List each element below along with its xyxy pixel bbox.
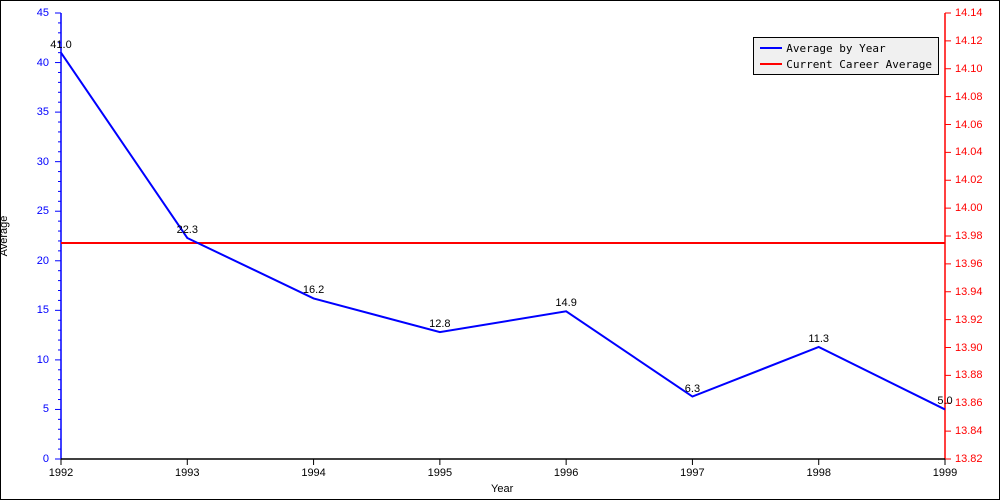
data-point-label: 11.3 [808,333,829,345]
y-right-tick-label: 13.92 [955,314,983,326]
data-point-label: 6.3 [685,383,700,395]
x-tick-label: 1993 [175,467,199,479]
x-tick-label: 1997 [680,467,704,479]
x-tick-label: 1998 [806,467,830,479]
line-chart: 1992 1993 1994 1995 1996 1997 1998 1999 0 5 10 15 2… [0,0,1000,500]
y-right-tick-label: 14.04 [955,146,983,158]
y-left-tick-label: 30 [19,156,49,168]
plot-svg [61,13,945,459]
plot-area [61,13,945,459]
x-axis-title: Year [491,483,513,495]
x-tick-label: 1999 [933,467,957,479]
y-left-tick-label: 40 [19,57,49,69]
y-left-tick-label: 35 [19,106,49,118]
x-tick-label: 1994 [301,467,325,479]
data-point-label: 12.8 [429,318,450,330]
y-right-tick-label: 13.86 [955,397,983,409]
y-axis-title: Average [0,213,10,259]
y-right-tick-label: 13.96 [955,258,983,270]
y-left-tick-label: 5 [19,403,49,415]
y-right-tick-label: 14.10 [955,63,983,75]
legend-item: Average by Year [760,40,932,56]
y-right-tick-label: 13.90 [955,342,983,354]
y-left-tick-label: 25 [19,205,49,217]
x-tick-label: 1996 [554,467,578,479]
y-right-tick-label: 13.82 [955,453,983,465]
y-right-tick-label: 13.88 [955,369,983,381]
y-left-tick-label: 20 [19,255,49,267]
y-right-tick-label: 14.08 [955,91,983,103]
legend-label: Average by Year [786,42,885,55]
x-tick-label: 1992 [49,467,73,479]
legend-label: Current Career Average [786,58,932,71]
legend: Average by Year Current Career Average [753,37,939,75]
legend-item: Current Career Average [760,56,932,72]
x-tick-label: 1995 [428,467,452,479]
y-right-tick-label: 13.94 [955,286,983,298]
y-right-tick-label: 14.12 [955,35,983,47]
y-right-tick-label: 13.98 [955,230,983,242]
legend-swatch [760,63,782,65]
y-right-tick-label: 13.84 [955,425,983,437]
y-left-tick-label: 0 [19,453,49,465]
legend-swatch [760,47,782,49]
data-point-label: 22.3 [177,224,198,236]
y-right-tick-label: 14.06 [955,119,983,131]
y-right-tick-label: 14.02 [955,174,983,186]
y-right-tick-label: 14.00 [955,202,983,214]
data-point-label: 5.0 [937,395,952,407]
data-point-label: 14.9 [555,297,576,309]
y-left-tick-label: 45 [19,7,49,19]
data-point-label: 41.0 [50,39,71,51]
y-left-tick-label: 15 [19,304,49,316]
data-point-label: 16.2 [303,284,324,296]
y-left-tick-label: 10 [19,354,49,366]
y-right-tick-label: 14.14 [955,7,983,19]
